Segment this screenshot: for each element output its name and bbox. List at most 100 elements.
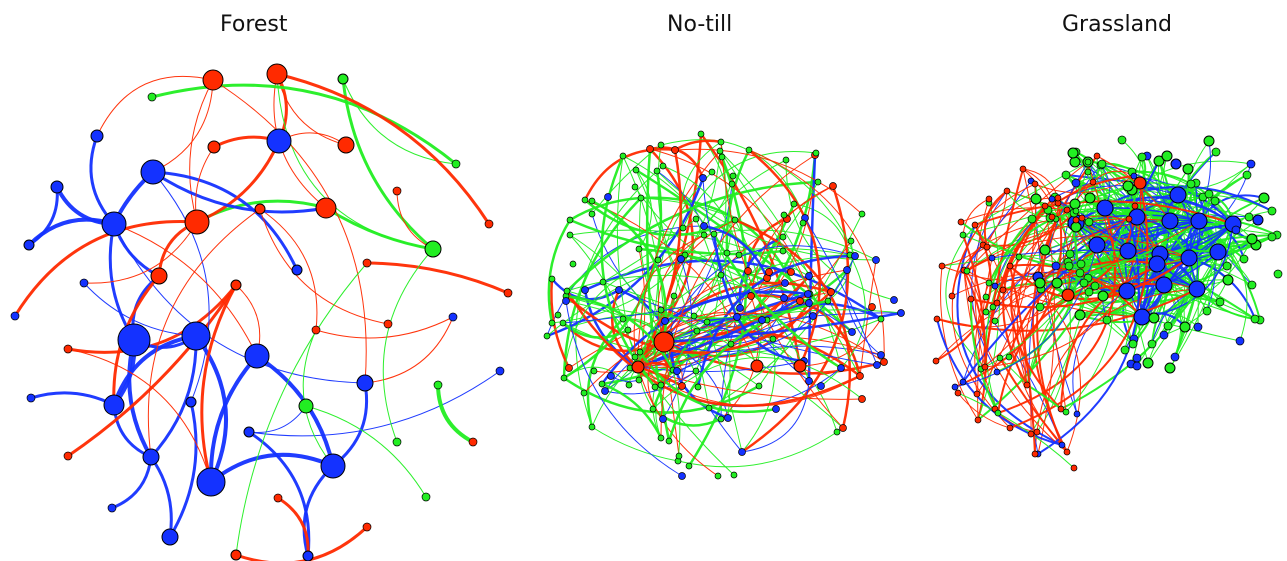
grassland-node	[933, 315, 941, 323]
no-till-edge	[748, 149, 885, 363]
no-till-node	[735, 251, 743, 259]
grassland-node	[1084, 192, 1096, 204]
no-till-node	[833, 428, 841, 436]
grassland-node	[1063, 448, 1071, 456]
grassland-node	[1180, 249, 1198, 267]
no-till-edge	[565, 289, 862, 408]
grassland-node	[1031, 180, 1039, 188]
no-till-node	[631, 183, 639, 191]
grassland-edge	[1141, 220, 1200, 318]
forest-edge	[152, 79, 214, 173]
grassland-edge	[945, 224, 986, 368]
grassland-edge	[1075, 196, 1234, 225]
no-till-node	[554, 311, 562, 319]
forest-node	[383, 319, 393, 329]
no-till-node	[678, 472, 686, 480]
forest-edge	[259, 208, 318, 331]
grassland-edge	[1163, 284, 1256, 320]
no-till-edge	[634, 186, 811, 295]
no-till-node	[723, 249, 731, 257]
no-till-edge	[758, 213, 863, 387]
forest-edge	[341, 77, 435, 251]
forest-node	[266, 128, 292, 154]
grassland-node	[938, 262, 946, 270]
grassland-node	[1215, 297, 1225, 307]
forest-node	[26, 393, 36, 403]
grassland-node	[1097, 290, 1109, 302]
forest-network	[10, 63, 513, 561]
no-till-node	[631, 353, 639, 361]
no-till-node	[566, 231, 574, 239]
grassland-edge	[963, 269, 999, 414]
grassland-node	[1142, 357, 1154, 369]
grassland-edge	[1002, 220, 1200, 291]
forest-edge	[13, 219, 199, 318]
grassland-node	[1247, 280, 1257, 290]
grassland-network	[932, 135, 1283, 472]
no-till-edge	[562, 169, 663, 380]
grassland-node	[1064, 261, 1074, 271]
no-till-edge	[672, 330, 698, 371]
no-till-node	[809, 312, 817, 320]
no-till-edge	[741, 380, 810, 453]
no-till-node	[654, 256, 662, 264]
forest-node	[181, 321, 211, 351]
grassland-edge	[941, 205, 1136, 282]
grassland-edge	[951, 183, 1036, 297]
grassland-node	[1188, 280, 1206, 298]
no-till-node	[653, 167, 661, 175]
no-till-node	[736, 304, 744, 312]
no-till-edge	[662, 165, 740, 256]
no-till-node	[804, 290, 812, 298]
no-till-edge	[634, 356, 735, 476]
grassland-node	[1090, 281, 1100, 291]
forest-node	[196, 467, 226, 497]
no-till-edge	[611, 288, 640, 369]
grassland-node	[1048, 195, 1056, 203]
grassland-node	[1088, 236, 1106, 254]
no-till-node	[738, 448, 746, 456]
no-till-node	[677, 255, 685, 263]
grassland-node	[1030, 193, 1042, 205]
grassland-node	[967, 295, 975, 303]
no-till-node	[858, 395, 866, 403]
forest-node	[421, 492, 431, 502]
forest-edge	[276, 73, 347, 146]
grassland-edge	[936, 318, 1063, 446]
no-till-edges	[545, 132, 903, 477]
no-till-node	[661, 317, 669, 325]
grassland-node	[1051, 277, 1063, 289]
no-till-node	[787, 268, 795, 276]
no-till-nodes	[543, 130, 905, 480]
no-till-node	[877, 351, 885, 359]
no-till-node	[848, 328, 856, 336]
grassland-node	[963, 267, 971, 275]
no-till-edge	[591, 426, 679, 462]
no-till-node	[708, 168, 716, 176]
no-till-edge	[702, 177, 810, 382]
grassland-node	[1159, 330, 1169, 340]
no-till-node	[657, 381, 665, 389]
forest-edge	[234, 525, 369, 561]
grassland-node	[1163, 321, 1173, 331]
grassland-node	[1062, 408, 1070, 416]
no-till-node	[562, 297, 570, 305]
no-till-edge	[747, 148, 821, 368]
no-till-node	[671, 146, 679, 154]
grassland-edge	[954, 244, 1098, 388]
grassland-node	[973, 390, 981, 398]
no-till-edge	[583, 312, 885, 394]
no-till-edge	[638, 350, 778, 414]
grassland-node	[1137, 152, 1147, 162]
grassland-node	[1130, 172, 1138, 180]
forest-edge	[324, 206, 435, 251]
no-till-network	[543, 130, 905, 480]
no-till-edge	[616, 155, 629, 331]
grassland-node	[1054, 194, 1062, 202]
grassland-node	[1071, 178, 1081, 188]
grassland-node	[1133, 308, 1151, 326]
no-till-node	[690, 312, 698, 320]
forest-node	[161, 528, 179, 546]
grassland-node	[1133, 176, 1147, 190]
forest-edge	[110, 455, 153, 510]
